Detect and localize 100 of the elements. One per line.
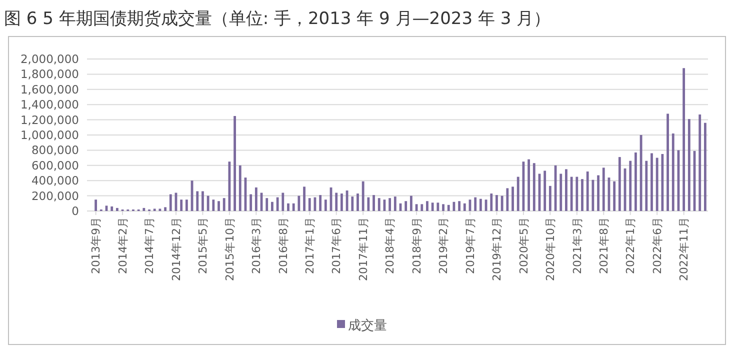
x-tick-label: 2019年2月 <box>437 217 450 274</box>
bar <box>479 198 482 211</box>
bar <box>271 202 274 211</box>
bar <box>335 192 338 211</box>
x-tick-label: 2017年6月 <box>330 217 344 274</box>
x-tick-label: 2021年8月 <box>597 217 610 274</box>
bar <box>308 198 311 211</box>
x-tick-label: 2021年3月 <box>570 217 584 274</box>
bar <box>372 195 375 211</box>
bar <box>629 160 632 211</box>
bar <box>287 203 290 211</box>
x-tick-label: 2014年2月 <box>116 217 130 274</box>
bar <box>298 196 300 211</box>
bar <box>704 122 706 211</box>
bar <box>282 192 284 211</box>
bar <box>474 197 477 211</box>
bar <box>500 196 504 211</box>
bar <box>185 200 188 211</box>
bar <box>618 157 621 211</box>
bar <box>592 180 594 211</box>
bar <box>490 194 493 211</box>
bar <box>228 162 231 211</box>
bar <box>324 200 327 211</box>
bar <box>180 200 183 211</box>
x-tick-label: 2022年1月 <box>624 217 638 274</box>
bar <box>303 186 306 211</box>
bar <box>528 159 530 211</box>
bar <box>362 181 364 211</box>
x-tick-label: 2015年10月 <box>223 217 236 281</box>
bar <box>94 200 98 211</box>
bar <box>206 196 210 211</box>
bar <box>319 195 322 211</box>
y-tick-label: 200,000 <box>31 188 79 203</box>
y-tick-label: 600,000 <box>31 158 79 172</box>
bar <box>254 187 258 211</box>
x-tick-label: 2019年12月 <box>490 217 504 281</box>
bar <box>597 175 600 211</box>
y-tick-label: 1,400,000 <box>20 98 79 112</box>
bar <box>238 165 242 211</box>
bar <box>496 195 498 211</box>
bar <box>404 201 408 211</box>
bar <box>506 188 509 211</box>
y-tick-label: 2,000,000 <box>20 52 79 66</box>
bar <box>532 163 536 211</box>
bar <box>666 114 669 211</box>
bar <box>442 204 444 211</box>
x-tick-label: 2016年8月 <box>276 217 290 274</box>
bar <box>116 208 118 211</box>
bar <box>351 196 354 211</box>
bar <box>169 194 172 211</box>
bar <box>250 194 252 211</box>
bar <box>420 204 424 211</box>
x-tick-label: 2015年5月 <box>196 217 210 274</box>
bar <box>544 170 546 211</box>
x-tick-label: 2018年4月 <box>384 217 397 274</box>
bar <box>410 196 412 211</box>
bar <box>202 191 204 211</box>
y-tick-label: 1,200,000 <box>20 112 79 127</box>
bar <box>634 152 637 211</box>
bar <box>688 119 690 211</box>
bar <box>512 186 514 211</box>
bar <box>164 207 166 211</box>
bar <box>218 201 220 211</box>
bar <box>431 202 434 211</box>
chart-title: 图 6 5 年期国债期货成交量（单位: 手，2013 年 9 月—2023 年 3 月） <box>4 9 551 29</box>
y-tick-label: 1,000,000 <box>20 128 79 142</box>
bar <box>142 208 146 211</box>
bar <box>394 196 396 211</box>
bar <box>656 158 658 211</box>
y-tick-label: 400,000 <box>31 174 79 188</box>
bar <box>110 206 114 211</box>
bar <box>436 202 440 211</box>
x-tick-label: 2022年6月 <box>650 217 664 274</box>
bar <box>516 176 520 211</box>
bar <box>581 179 584 211</box>
bar <box>661 154 664 211</box>
bar <box>458 201 461 211</box>
bar <box>548 186 552 211</box>
y-tick-label: 1,600,000 <box>20 82 79 96</box>
bar <box>640 135 642 211</box>
bar <box>447 204 450 211</box>
bar <box>340 194 343 211</box>
bar <box>196 191 199 211</box>
legend-label: 成交量 <box>348 318 387 334</box>
bar <box>586 171 589 211</box>
x-tick-label: 2019年7月 <box>464 217 477 274</box>
x-tick-label: 2022年11月 <box>678 217 691 281</box>
bar <box>378 198 380 211</box>
x-tick-label: 2014年7月 <box>143 217 156 274</box>
bar <box>613 181 616 211</box>
bar <box>212 200 215 211</box>
bar <box>672 133 674 211</box>
bar <box>463 203 466 211</box>
bar <box>565 169 568 211</box>
bar <box>645 160 648 211</box>
bar <box>388 198 392 211</box>
bar <box>522 162 525 211</box>
bar <box>276 197 279 211</box>
bar <box>650 153 653 211</box>
bar <box>356 194 359 211</box>
